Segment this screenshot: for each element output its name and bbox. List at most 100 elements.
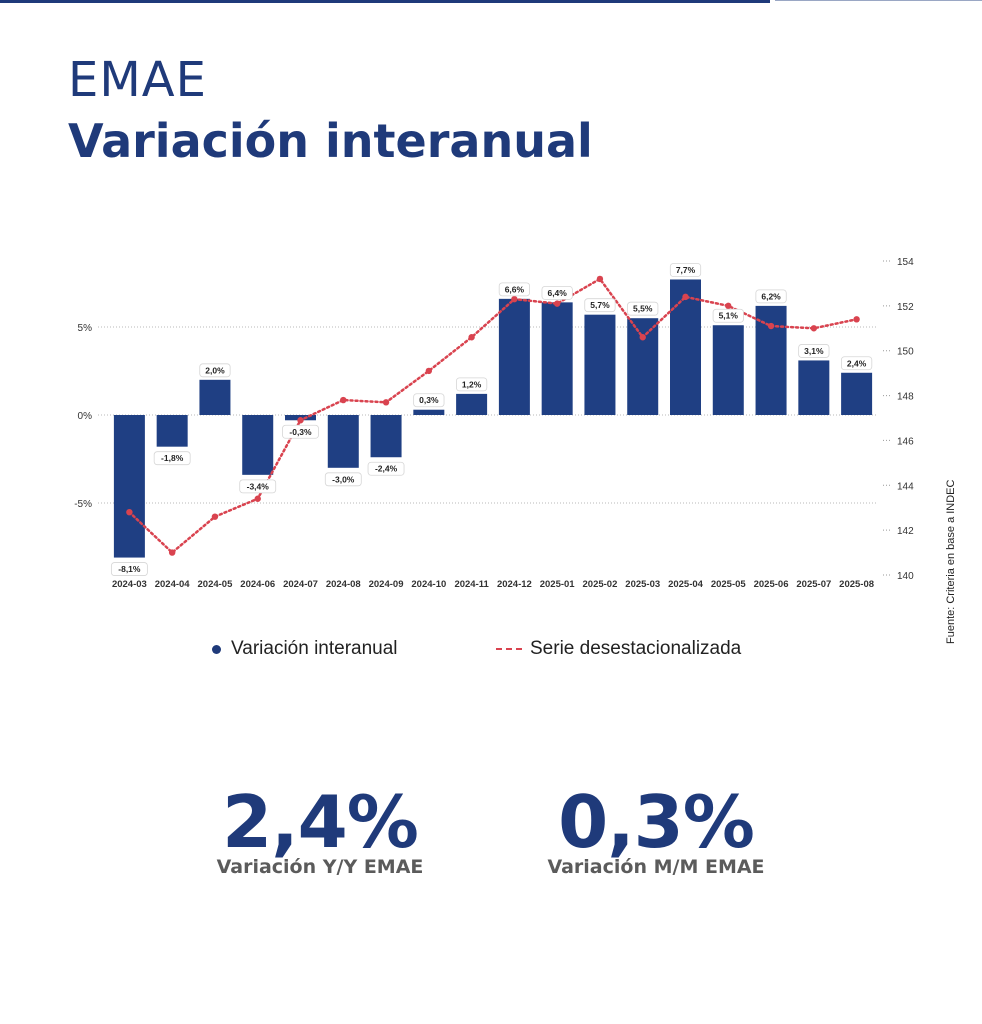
kpi-mom-value: 0,3% (558, 780, 755, 864)
data-label-box (239, 479, 277, 494)
x-tick-label: 2025-01 (540, 579, 576, 590)
line-point (767, 322, 775, 330)
line-point (682, 293, 689, 301)
line-point (725, 302, 732, 310)
line-point (425, 367, 433, 375)
data-label-box (367, 461, 405, 476)
data-label: -8,1% (118, 564, 141, 574)
page-title: EMAE (68, 52, 207, 108)
data-label-box (110, 562, 148, 576)
top-accent-line (775, 0, 982, 1)
x-tick-label: 2025-03 (625, 579, 660, 590)
bar (670, 279, 701, 415)
x-tick-label: 2024-04 (155, 579, 191, 590)
data-label: 6,6% (505, 284, 525, 294)
right-axis-tick-label: 140 (897, 571, 914, 582)
data-label-box (627, 301, 659, 316)
x-tick-label: 2025-07 (796, 579, 831, 590)
line-series (128, 277, 858, 555)
data-label-box (841, 356, 873, 371)
x-tick-label: 2024-05 (198, 579, 234, 590)
data-label-box (324, 472, 362, 487)
x-tick-label: 2024-09 (369, 579, 404, 590)
data-label-box (798, 344, 830, 358)
line-point (340, 396, 347, 404)
x-tick-label: 2024-08 (326, 579, 361, 590)
x-tick-label: 2024-11 (454, 579, 489, 590)
data-label-box (153, 451, 191, 466)
data-label: 2,4% (847, 358, 867, 368)
data-label: 6,4% (547, 288, 567, 298)
bar (370, 415, 402, 458)
line-point (639, 334, 646, 341)
x-tick-label: 2025-05 (711, 579, 747, 590)
kpi-mom: 0,3% Variación M/M EMAE (526, 780, 786, 878)
kpi-yoy-value: 2,4% (222, 780, 419, 864)
data-label-box (456, 377, 488, 392)
x-tick-label: 2025-08 (839, 579, 874, 590)
data-label-box (413, 393, 445, 408)
line-point (511, 295, 518, 303)
bar (242, 415, 274, 475)
bar (199, 379, 231, 415)
bar (627, 318, 659, 415)
line-point (211, 513, 219, 520)
data-label-box (669, 263, 702, 277)
x-tick-label: 2024-07 (283, 579, 318, 590)
data-label: -3,4% (247, 481, 270, 491)
right-axis-tick-label: 146 (897, 436, 914, 447)
right-axis-tick-label: 148 (897, 392, 914, 403)
data-label-box (199, 363, 231, 378)
x-tick-label: 2025-04 (668, 579, 704, 590)
line-point (297, 417, 304, 424)
legend-dash-icon (496, 648, 522, 650)
x-tick-label: 2024-12 (497, 579, 532, 590)
data-label-box (282, 424, 319, 439)
bar (113, 415, 145, 558)
data-label: 5,7% (590, 300, 610, 310)
right-axis-tick-label: 142 (897, 526, 914, 537)
right-axis-tick-label: 150 (897, 347, 914, 358)
data-label: -3,0% (332, 474, 355, 484)
source-note: Fuente: Criteria en base a INDEC (945, 479, 957, 644)
line-point (810, 325, 818, 332)
bar (413, 409, 445, 415)
left-axis-tick-label: 5% (78, 323, 93, 334)
data-label: 2,0% (205, 365, 225, 375)
data-label: -1,8% (161, 453, 184, 463)
data-label-box (498, 282, 530, 297)
emae-chart: 5% 0% -5% 154 152 150 148 146 144 142 140 -8,1% -1,8… (74, 257, 914, 590)
x-tick-label: 2025-06 (754, 579, 789, 590)
page-subtitle: Variación interanual (68, 114, 593, 168)
line-point (382, 399, 390, 406)
kpi-yoy: 2,4% Variación Y/Y EMAE (190, 780, 450, 878)
left-axis-tick-label: -5% (74, 499, 92, 510)
right-axis-tick-label: 154 (897, 257, 914, 268)
legend-item-bars: Variación interanual (212, 638, 398, 660)
bar (798, 360, 830, 415)
line-point (168, 549, 176, 556)
bar (498, 298, 530, 415)
legend-bars-label: Variación interanual (231, 638, 398, 659)
data-label: -2,4% (375, 464, 398, 474)
line-point (596, 275, 604, 283)
data-label-box (712, 308, 744, 323)
line-point (553, 300, 561, 307)
x-tick-label: 2025-02 (583, 579, 618, 590)
top-accent-bar (0, 0, 770, 3)
data-label: -0,3% (289, 427, 312, 437)
data-label: 5,1% (719, 311, 739, 321)
line-point (126, 509, 133, 516)
bar (841, 372, 873, 415)
x-tick-label: 2024-03 (112, 579, 147, 590)
data-label-box (584, 298, 616, 313)
bar (541, 302, 573, 415)
data-label: 6,2% (761, 291, 781, 301)
right-axis-tick-label: 152 (897, 302, 914, 313)
data-label: 7,7% (676, 265, 696, 275)
x-tick-label: 2024-10 (411, 579, 446, 590)
bar (584, 314, 616, 415)
data-label: 1,2% (462, 379, 482, 389)
legend-dot-icon (212, 644, 221, 654)
data-label: 5,5% (633, 304, 653, 314)
